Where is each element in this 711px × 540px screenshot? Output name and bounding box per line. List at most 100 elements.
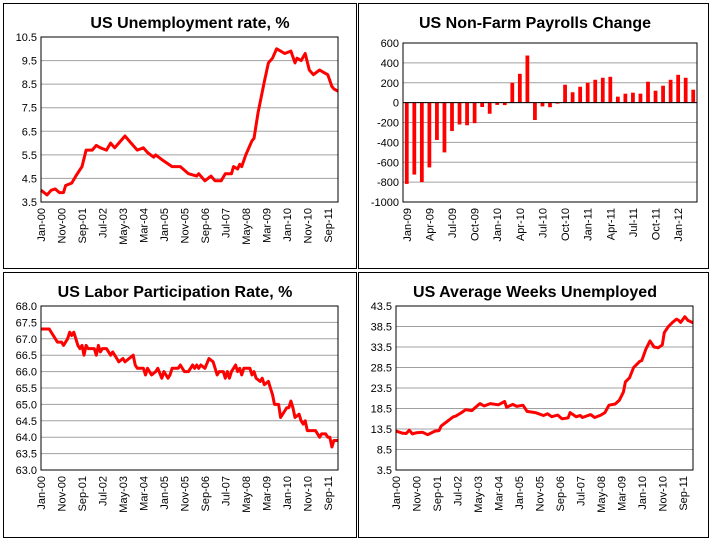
series-line [40,47,339,197]
x-tick-label: Mar-09 [261,476,273,511]
panel-frame [358,3,709,269]
chart-title: US Non-Farm Payrolls Change [419,15,651,32]
bar [661,85,665,103]
bar [631,92,635,103]
y-tick-label: 5.5 [22,150,37,162]
panel-frame [358,272,709,538]
bar [472,102,477,124]
y-tick-label: 67.5 [16,317,37,329]
bar [525,55,530,103]
x-tick-label: Jan-09 [402,208,414,242]
x-tick-label: Jul-02 [452,476,464,506]
x-tick-label: Sep-06 [200,476,212,511]
x-tick-label: Jan-11 [583,208,595,241]
bar [502,102,507,106]
x-tick-label: Jan-00 [391,476,403,510]
chart-title: US Average Weeks Unemployed [413,284,657,301]
x-tick-label: Jan-10 [282,208,294,242]
x-tick-label: Nov-05 [179,208,191,243]
series-line [395,315,694,437]
y-tick-label: 8.5 [22,79,37,91]
x-tick-label: Sep-06 [555,476,567,511]
bar [510,82,515,103]
bar [457,102,462,125]
bar [608,76,613,103]
bar [404,102,409,184]
bar [548,102,552,108]
plot-area-frame [40,36,339,203]
x-tick-label: Jan-10 [492,208,504,242]
x-tick-label: Jul-07 [575,476,587,506]
x-tick-label: Jul-07 [220,476,232,506]
x-tick-label: Sep-06 [200,208,212,243]
y-tick-label: 67.0 [16,334,37,346]
y-tick-label: 400 [381,58,399,70]
x-tick-label: Nov-00 [56,208,68,243]
y-tick-label: 64.0 [16,432,37,444]
y-tick-label: 7.5 [22,103,37,115]
x-tick-label: May-08 [241,208,253,245]
x-tick-label: Jul-02 [97,208,109,238]
y-tick-label: -600 [377,157,399,169]
x-tick-label: May-03 [473,476,485,513]
x-tick-label: Apr-09 [424,208,436,241]
bar [412,102,417,175]
bar [540,102,545,107]
chart-title: US Unemployment rate, % [90,15,289,32]
x-tick-label: Oct-11 [651,208,663,240]
bar [533,102,537,121]
x-tick-label: Jan-10 [637,476,649,510]
x-tick-label: May-03 [118,208,130,245]
y-tick-label: 8.5 [377,445,392,457]
panel-unemployment-rate: US Unemployment rate, % 3.5 4.5 5.5 6.5 7.5 8… [3,3,357,269]
y-tick-label: 68.0 [16,301,37,313]
x-tick-label: Sep-01 [432,476,444,511]
x-tick-label: Jul-09 [447,208,459,238]
bar [600,77,605,103]
y-tick-label: 66.5 [16,350,37,362]
x-tick-label: Mar-09 [261,208,273,243]
bar [638,93,643,103]
plot-area-frame [395,305,694,471]
bar [442,102,447,153]
y-tick-label: 43.5 [371,301,392,313]
x-tick-label: Nov-00 [56,476,68,511]
x-tick-label: Sep-11 [323,208,335,243]
y-tick-label: -400 [377,137,399,149]
bar [578,86,583,103]
x-tick-label: Apr-10 [515,208,527,241]
x-tick-label: Mar-04 [138,208,150,243]
y-tick-label: 65.0 [16,399,37,411]
y-tick-label: 3.5 [377,465,392,477]
x-tick-label: Nov-10 [302,476,314,511]
series-line [41,327,338,449]
x-tick-label: Mar-04 [138,476,150,511]
y-tick-label: -200 [377,118,399,130]
bar [419,102,424,183]
x-tick-label: Mar-04 [493,476,505,511]
y-tick-label: 33.5 [371,342,392,354]
x-tick-label: Nov-10 [302,208,314,243]
plot-area-frame [40,305,339,471]
x-tick-label: Jan-05 [159,208,171,242]
bar [593,79,598,103]
x-tick-label: Sep-01 [77,476,89,511]
y-tick-label: -1000 [371,197,399,209]
y-tick-label: 63.0 [16,465,37,477]
x-tick-label: Oct-10 [560,208,572,241]
bar [585,82,590,103]
bar [450,102,454,132]
bar [646,81,650,103]
bar [563,84,567,103]
panel-labor-participation: US Labor Participation Rate, % 63.0 63.5 6… [3,272,357,538]
y-tick-label: 10.5 [16,32,37,44]
x-tick-label: Sep-11 [323,476,335,511]
panel-average-weeks-unemployed: US Average Weeks Unemployed 3.5 8.5 13.5 18… [358,272,709,538]
y-tick-label: 66.0 [16,367,37,379]
x-tick-label: Jul-07 [220,208,232,238]
y-tick-label: 200 [381,78,399,90]
bar [668,79,673,103]
y-tick-label: -800 [377,177,399,189]
x-tick-label: Jul-11 [628,208,640,237]
